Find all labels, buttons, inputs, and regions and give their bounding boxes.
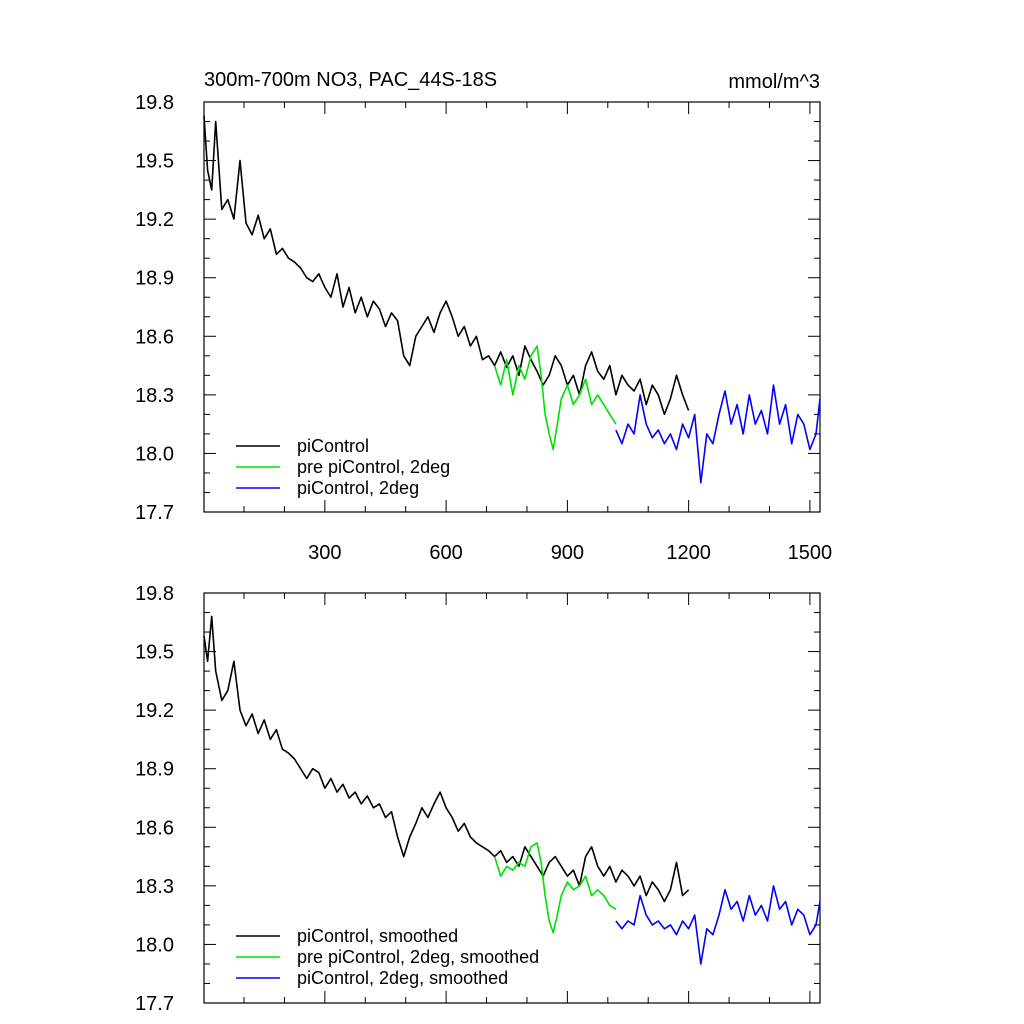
series-line	[615, 885, 821, 965]
bottom-plot-area: 19.8 19.5 19.2 18.9 18.6 18.3 18.0 17.7 piContro…	[135, 583, 821, 1015]
chart-title: 300m-700m NO3, PAC_44S-18S	[204, 69, 497, 91]
legend-label: piControl, smoothed	[297, 926, 458, 946]
x-tick-label: 1200	[666, 542, 711, 564]
series-line	[493, 345, 617, 451]
y-tick-label: 19.5	[135, 151, 174, 173]
legend-label: piControl, 2deg	[297, 478, 419, 498]
top-plot-area: 19.8 19.5 19.2 18.9 18.6 18.3 18.0 17.7 300 600 90…	[135, 92, 832, 564]
y-tick-label: 19.2	[135, 209, 174, 231]
x-tick-label: 900	[551, 542, 584, 564]
series-line	[203, 615, 690, 903]
y-tick-label: 18.9	[135, 268, 174, 290]
series-line	[203, 115, 690, 416]
y-tick-label: 18.6	[135, 326, 174, 348]
series-line	[493, 842, 617, 934]
y-tick-label: 19.2	[135, 700, 174, 722]
x-tick-label: 300	[308, 542, 341, 564]
plot-frame	[203, 592, 821, 1004]
y-tick-label: 17.7	[135, 993, 174, 1015]
bottom-panel: 19.8 19.5 19.2 18.9 18.6 18.3 18.0 17.7 piContro…	[135, 583, 821, 1015]
y-tick-label: 18.3	[135, 876, 174, 898]
series-line	[615, 384, 821, 484]
y-tick-label: 19.8	[135, 92, 174, 114]
y-tick-label: 18.3	[135, 385, 174, 407]
y-tick-label: 18.0	[135, 934, 174, 956]
legend-label: pre piControl, 2deg	[297, 457, 450, 477]
y-tick-label: 18.0	[135, 443, 174, 465]
x-tick-label: 600	[429, 542, 462, 564]
x-tick-label: 1500	[788, 542, 833, 564]
y-tick-label: 19.8	[135, 583, 174, 605]
y-tick-label: 18.9	[135, 759, 174, 781]
y-tick-label: 17.7	[135, 502, 174, 524]
legend-label: piControl, 2deg, smoothed	[297, 968, 508, 988]
plot-frame	[203, 101, 821, 513]
legend-label: piControl	[297, 436, 369, 456]
y-tick-label: 19.5	[135, 642, 174, 664]
top-panel: 300m-700m NO3, PAC_44S-18S mmol/m^3 19.8…	[135, 69, 832, 564]
y-tick-label: 18.6	[135, 817, 174, 839]
units-label: mmol/m^3	[728, 71, 820, 93]
legend-label: pre piControl, 2deg, smoothed	[297, 947, 539, 967]
